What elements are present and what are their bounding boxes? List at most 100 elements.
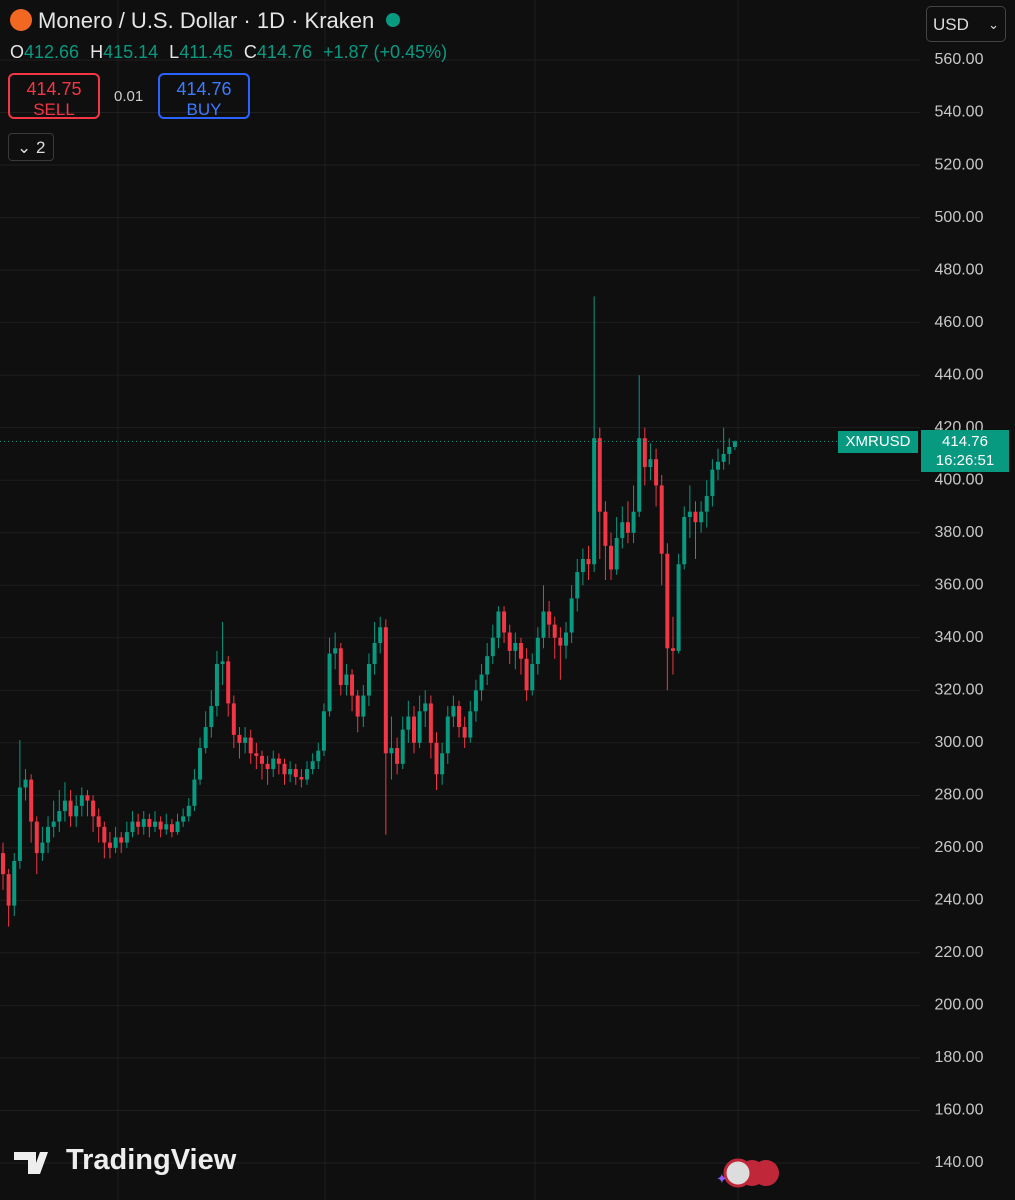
- candle-body: [68, 800, 73, 817]
- sell-label: SELL: [33, 100, 75, 119]
- y-tick-label: 200.00: [935, 997, 984, 1014]
- candle-body: [327, 653, 332, 712]
- y-tick-label: 160.00: [935, 1102, 984, 1119]
- candle-body: [299, 776, 304, 780]
- candle-body: [440, 753, 445, 775]
- ohlc-label: C: [243, 42, 257, 62]
- currency-select[interactable]: USD ⌄: [926, 6, 1006, 42]
- y-tick-label: 140.00: [935, 1154, 984, 1171]
- candle-body: [288, 769, 293, 775]
- chart-title-row: Monero / U.S. Dollar · 1D · Kraken: [10, 8, 401, 34]
- candle-body: [231, 703, 236, 735]
- candle-body: [46, 826, 51, 843]
- y-tick-label: 280.00: [935, 787, 984, 804]
- symbol-label: XMRUSD: [838, 431, 918, 453]
- candle-body: [259, 755, 264, 764]
- ohlc-label: O: [10, 42, 25, 62]
- buy-button[interactable]: 414.76 BUY: [158, 73, 250, 119]
- candle-body: [670, 648, 675, 651]
- candle-body: [57, 811, 62, 822]
- candle-body: [350, 674, 355, 696]
- coin-icon: [10, 9, 32, 31]
- candle-body: [372, 643, 377, 665]
- candle-body: [198, 748, 203, 780]
- plot: [0, 59, 920, 1164]
- y-tick-label: 180.00: [935, 1049, 984, 1066]
- candle-body: [6, 874, 11, 906]
- y-tick-label: 220.00: [935, 944, 984, 961]
- candle-body: [192, 779, 197, 806]
- candle-body: [136, 821, 141, 827]
- candle-body: [620, 522, 625, 538]
- candle-body: [119, 837, 124, 843]
- candle-body: [642, 438, 647, 468]
- candle-body: [710, 469, 715, 496]
- candle-body: [451, 706, 456, 717]
- y-tick-label: 260.00: [935, 839, 984, 856]
- candle-body: [333, 648, 338, 654]
- candle-body: [417, 711, 422, 743]
- candle-body: [51, 821, 56, 827]
- candle-body: [271, 758, 276, 770]
- ohlc-value: 412.66: [24, 42, 80, 62]
- y-tick-label: 300.00: [935, 734, 984, 751]
- candle-body: [496, 611, 501, 638]
- candle-body: [186, 805, 191, 817]
- candle-body: [389, 748, 394, 754]
- candle-body: [147, 818, 152, 827]
- candle-body: [243, 737, 248, 743]
- candle-body: [383, 627, 388, 754]
- candle-body: [248, 737, 253, 754]
- indicator-toggle[interactable]: ⌄ 2: [8, 133, 54, 161]
- candle-body: [637, 438, 642, 512]
- candle-body: [547, 611, 552, 625]
- brand: TradingView: [66, 1144, 237, 1176]
- candle-body: [12, 860, 17, 906]
- ohlc-label: L: [169, 42, 180, 62]
- candle-body: [395, 748, 400, 764]
- candle-body: [79, 795, 84, 806]
- candle-body: [507, 632, 512, 651]
- candle-body: [575, 572, 580, 599]
- candle-body: [62, 800, 67, 812]
- candle-body: [704, 495, 709, 512]
- candle-body: [203, 727, 208, 749]
- candle-body: [226, 661, 231, 704]
- candle-body: [293, 769, 298, 777]
- y-tick-label: 560.00: [935, 51, 984, 68]
- candle-body: [237, 734, 242, 743]
- candle-body: [530, 664, 535, 691]
- candle-body: [91, 800, 96, 817]
- last-price-label: 414.76 16:26:51: [921, 430, 1009, 472]
- ohlc-value: 414.76: [256, 42, 312, 62]
- candle-body: [609, 545, 614, 570]
- candle-body: [406, 716, 411, 730]
- candle-body: [445, 716, 450, 754]
- candle-body: [23, 779, 28, 788]
- candle-body: [1, 853, 5, 875]
- candle-body: [17, 787, 22, 861]
- candle-body: [631, 511, 636, 533]
- candle-body: [107, 842, 112, 848]
- candle-body: [524, 658, 529, 691]
- candle-body: [535, 637, 540, 665]
- candle-body: [220, 661, 225, 665]
- candle-body: [158, 821, 163, 830]
- candle-body: [74, 805, 79, 817]
- candle-body: [473, 690, 478, 712]
- y-tick-label: 360.00: [935, 576, 984, 593]
- y-tick-label: 240.00: [935, 892, 984, 909]
- sell-price: 414.75: [26, 79, 82, 99]
- candle-body: [569, 598, 574, 633]
- candle-body: [687, 511, 692, 517]
- candle-body: [265, 763, 270, 770]
- candle-body: [603, 511, 608, 546]
- sell-button[interactable]: 414.75 SELL: [8, 73, 100, 119]
- ohlc-value: 415.14: [103, 42, 159, 62]
- candle-body: [625, 522, 630, 533]
- candle-body: [96, 816, 101, 827]
- candle-body: [338, 648, 343, 686]
- candle-body: [479, 674, 484, 691]
